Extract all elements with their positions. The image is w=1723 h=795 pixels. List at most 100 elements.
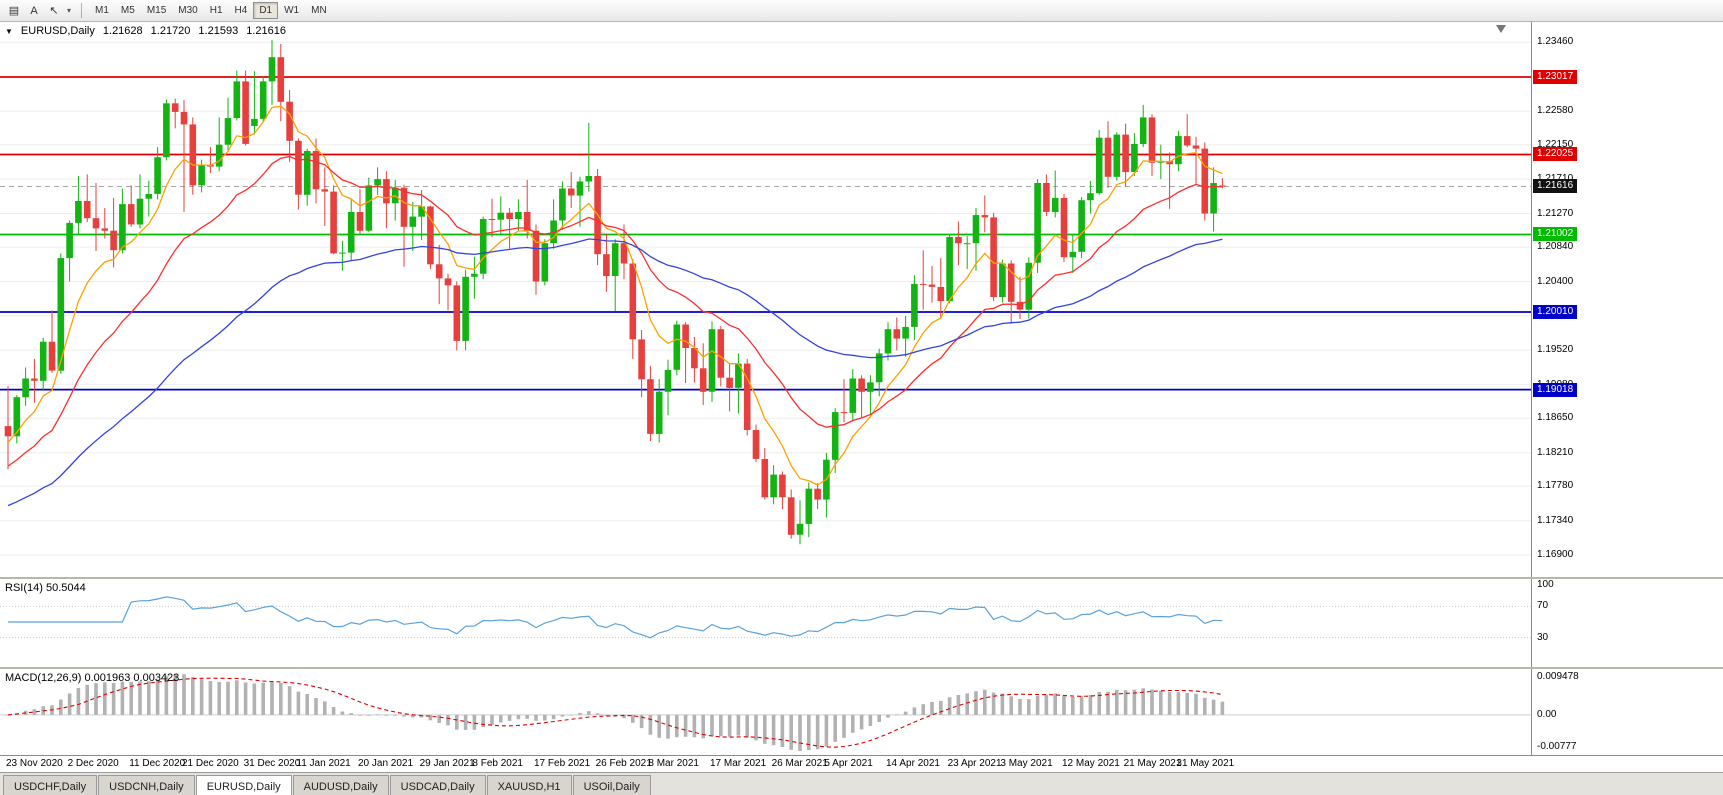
rsi-label: RSI(14) 50.5044: [5, 582, 86, 594]
low-value: 1.21593: [198, 25, 239, 37]
current-price-badge: 1.21616: [1533, 179, 1578, 194]
date-axis-label: 31 May 2021: [1176, 758, 1235, 769]
macd-axis: 0.009478 0.00 -0.00777: [1531, 669, 1723, 755]
open-value: 1.21628: [102, 25, 143, 37]
rsi-axis-label: 100: [1537, 579, 1554, 590]
timeframe-m5-button[interactable]: M5: [120, 5, 135, 16]
ma-21-line: [7, 155, 1223, 467]
level-price-badge: 1.19018: [1533, 382, 1578, 397]
moving-averages-layer: [7, 105, 1223, 507]
rsi-panel[interactable]: 100 70 30 RSI(14) 50.5044: [0, 577, 1723, 667]
ma-8-line: [7, 105, 1223, 486]
macd-axis-label: -0.00777: [1537, 741, 1577, 752]
date-axis-label: 8 Mar 2021: [648, 758, 699, 769]
rsi-axis: 100 70 30: [1531, 579, 1723, 667]
price-axis-label: 1.21270: [1537, 207, 1574, 219]
price-axis-label: 1.22580: [1537, 105, 1574, 117]
chart-title: ▼ EURUSD,Daily 1.21628 1.21720 1.21593 1…: [5, 25, 286, 37]
macd-chart: [0, 674, 1531, 752]
date-axis-label: 20 Jan 2021: [358, 758, 414, 769]
chart-window-icon[interactable]: ▤: [8, 5, 20, 17]
date-axis-label: 2 Dec 2020: [67, 758, 119, 769]
date-axis-label: 23 Apr 2021: [947, 758, 1002, 769]
level-price-badge: 1.22025: [1533, 147, 1578, 162]
toolbar-separator: [81, 3, 82, 18]
time-axis: 23 Nov 2020 2 Dec 2020 11 Dec 2020 21 Dec 2…: [0, 755, 1723, 772]
date-axis-label: 17 Feb 2021: [534, 758, 591, 769]
price-axis-label: 1.21710: [1537, 173, 1573, 185]
price-axis-label: 1.16900: [1537, 549, 1574, 561]
date-axis-label: 26 Mar 2021: [771, 758, 828, 769]
macd-histogram: [6, 674, 1225, 752]
timeframe-m15-button[interactable]: M15: [146, 5, 167, 16]
date-axis-label: 26 Feb 2021: [595, 758, 652, 769]
level-lines-layer[interactable]: [0, 76, 1531, 391]
level-price-badge: 1.23017: [1533, 69, 1578, 84]
price-axis-label: 1.18650: [1537, 412, 1574, 424]
price-axis-label: 1.20400: [1537, 275, 1574, 287]
tab-usoil[interactable]: USOil,Daily: [572, 775, 651, 795]
timeframe-h4-button[interactable]: H4: [234, 5, 248, 16]
tab-xauusd[interactable]: XAUUSD,H1: [486, 775, 572, 795]
date-axis-label: 17 Mar 2021: [710, 758, 767, 769]
price-axis-label: 1.17780: [1537, 480, 1574, 492]
text-label-tool-icon[interactable]: A: [30, 4, 38, 17]
date-axis-label: 8 Feb 2021: [472, 758, 523, 769]
timeframe-m30-button[interactable]: M30: [178, 5, 198, 16]
close-value: 1.21616: [246, 25, 286, 37]
date-axis-label: 21 Dec 2020: [182, 758, 239, 769]
timeframe-h1-button[interactable]: H1: [209, 5, 223, 16]
rsi-line: [8, 596, 1223, 639]
date-axis-label: 23 Nov 2020: [6, 758, 63, 769]
timeframe-mn-button[interactable]: MN: [311, 5, 327, 16]
chevron-down-icon[interactable]: ▾: [66, 6, 71, 15]
rsi-axis-label: 70: [1537, 600, 1549, 612]
level-price-badge: 1.21002: [1533, 227, 1578, 242]
tab-usdcnh[interactable]: USDCNH,Daily: [98, 775, 195, 795]
rsi-level-lines: [0, 605, 1531, 639]
chart-dropdown-icon[interactable]: ▼: [5, 26, 13, 36]
main-toolbar: ▤ A ↖ ▾ M1 M5 M15 M30 H1 H4 D1 W1 MN: [0, 0, 1723, 22]
timeframe-d1-button[interactable]: D1: [253, 2, 279, 19]
tab-eurusd[interactable]: EURUSD,Daily: [195, 775, 292, 795]
timeframe-w1-button[interactable]: W1: [284, 5, 300, 16]
chart-shift-marker[interactable]: [1496, 25, 1506, 33]
date-axis-label: 5 Apr 2021: [824, 758, 873, 769]
timeframe-group: M1 M5 M15 M30 H1 H4 D1 W1 MN: [89, 2, 333, 19]
ma-55-line: [7, 238, 1223, 507]
price-axis: 1.234601.230101.225801.221501.217101.212…: [1531, 22, 1723, 577]
price-axis-label: 1.20840: [1537, 241, 1574, 253]
macd-label: MACD(12,26,9) 0.001963 0.003423: [5, 672, 180, 684]
level-price-badge: 1.20010: [1533, 305, 1578, 319]
tool-icons-group: ▤ A ↖ ▾: [4, 2, 74, 20]
tab-usdcad[interactable]: USDCAD,Daily: [389, 775, 486, 795]
chart-tabs: USDCHF,Daily USDCNH,Daily EURUSD,Daily AUDU…: [0, 772, 1723, 795]
tab-usdchf[interactable]: USDCHF,Daily: [3, 775, 98, 795]
high-value: 1.21720: [150, 25, 191, 37]
date-axis-label: 12 May 2021: [1062, 758, 1120, 769]
price-axis-label: 1.17340: [1537, 514, 1574, 526]
price-axis-label: 1.22150: [1537, 138, 1574, 150]
macd-signal-line: [7, 677, 1223, 748]
date-axis-label: 11 Jan 2021: [296, 758, 351, 769]
tab-audusd[interactable]: AUDUSD,Daily: [292, 775, 389, 795]
price-axis-label: 1.23460: [1537, 36, 1574, 48]
macd-panel[interactable]: 0.009478 0.00 -0.00777 MACD(12,26,9) 0.001…: [0, 667, 1723, 755]
date-axis-label: 11 Dec 2020: [129, 758, 186, 769]
timeframe-m1-button[interactable]: M1: [95, 5, 109, 16]
rsi-axis-label: 30: [1537, 631, 1549, 643]
price-axis-label: 1.19520: [1537, 344, 1574, 356]
price-chart-panel[interactable]: 1.234601.230101.225801.221501.217101.212…: [0, 22, 1723, 577]
macd-axis-label: 0.009478: [1537, 671, 1579, 682]
date-axis-label: 3 May 2021: [1000, 758, 1053, 769]
rsi-chart: [0, 596, 1531, 639]
candles-layer[interactable]: [4, 40, 1226, 545]
macd-axis-label: 0.00: [1537, 708, 1557, 720]
price-axis-label: 1.18210: [1537, 446, 1574, 458]
date-axis-label: 29 Jan 2021: [419, 758, 475, 769]
pointer-tool-icon[interactable]: ↖: [49, 5, 59, 17]
date-axis-label: 31 Dec 2020: [243, 758, 301, 769]
candlestick-chart[interactable]: [0, 22, 1531, 577]
date-axis-label: 14 Apr 2021: [886, 758, 940, 769]
